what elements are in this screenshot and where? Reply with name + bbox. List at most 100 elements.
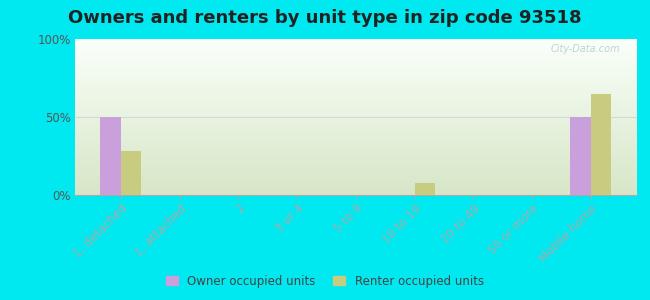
Bar xyxy=(415,182,436,195)
Bar xyxy=(75,81,637,82)
Bar xyxy=(75,53,637,54)
Bar xyxy=(75,182,637,183)
Bar xyxy=(75,62,637,63)
Bar xyxy=(75,174,637,175)
Bar xyxy=(75,137,637,138)
Bar xyxy=(75,188,637,189)
Bar xyxy=(75,183,637,184)
Bar xyxy=(75,138,637,139)
Bar xyxy=(570,117,591,195)
Bar xyxy=(75,149,637,150)
Bar xyxy=(75,122,637,123)
Bar xyxy=(591,94,612,195)
Bar xyxy=(75,143,637,144)
Bar xyxy=(75,139,637,140)
Bar xyxy=(75,86,637,87)
Bar xyxy=(75,87,637,88)
Bar xyxy=(75,148,637,149)
Bar xyxy=(75,184,637,185)
Bar xyxy=(75,142,637,143)
Bar xyxy=(75,140,637,141)
Bar xyxy=(75,113,637,114)
Bar xyxy=(75,117,637,118)
Bar xyxy=(75,72,637,73)
Bar xyxy=(75,135,637,136)
Bar xyxy=(75,89,637,90)
Bar xyxy=(75,156,637,157)
Bar xyxy=(75,146,637,147)
Bar xyxy=(75,190,637,191)
Bar xyxy=(75,70,637,71)
Bar xyxy=(75,193,637,194)
Bar xyxy=(75,41,637,42)
Bar xyxy=(75,44,637,45)
Bar xyxy=(75,68,637,69)
Bar xyxy=(75,40,637,41)
Bar xyxy=(75,179,637,180)
Bar xyxy=(75,125,637,126)
Bar xyxy=(75,95,637,96)
Bar xyxy=(75,159,637,160)
Bar xyxy=(75,164,637,165)
Bar xyxy=(75,47,637,48)
Bar xyxy=(75,166,637,167)
Text: City-Data.com: City-Data.com xyxy=(551,44,620,54)
Bar xyxy=(75,128,637,129)
Bar xyxy=(75,57,637,58)
Bar xyxy=(75,136,637,137)
Bar xyxy=(75,98,637,99)
Bar xyxy=(75,55,637,56)
Bar xyxy=(75,175,637,176)
Bar xyxy=(75,105,637,106)
Bar xyxy=(75,187,637,188)
Bar xyxy=(75,129,637,130)
Bar xyxy=(75,58,637,59)
Bar xyxy=(75,61,637,62)
Bar xyxy=(75,61,637,62)
Bar xyxy=(75,120,637,121)
Bar xyxy=(75,67,637,68)
Bar xyxy=(75,169,637,170)
Bar xyxy=(75,42,637,43)
Bar xyxy=(75,39,637,40)
Bar xyxy=(75,91,637,92)
Bar xyxy=(75,40,637,41)
Bar xyxy=(75,79,637,80)
Bar xyxy=(75,192,637,193)
Bar xyxy=(75,154,637,155)
Bar xyxy=(75,157,637,158)
Bar xyxy=(75,106,637,107)
Bar xyxy=(75,152,637,153)
Bar xyxy=(75,92,637,93)
Bar xyxy=(75,69,637,70)
Bar xyxy=(75,48,637,49)
Bar xyxy=(75,170,637,171)
Bar xyxy=(75,100,637,101)
Bar xyxy=(75,90,637,91)
Bar xyxy=(75,59,637,60)
Bar xyxy=(75,54,637,55)
Bar xyxy=(100,117,121,195)
Bar xyxy=(75,114,637,115)
Bar xyxy=(75,173,637,174)
Legend: Owner occupied units, Renter occupied units: Owner occupied units, Renter occupied un… xyxy=(162,271,488,291)
Bar xyxy=(75,178,637,179)
Bar xyxy=(75,78,637,79)
Bar xyxy=(75,80,637,81)
Bar xyxy=(75,153,637,154)
Bar xyxy=(75,75,637,76)
Bar xyxy=(75,124,637,125)
Bar xyxy=(75,97,637,98)
Bar xyxy=(75,176,637,177)
Bar xyxy=(75,107,637,108)
Bar xyxy=(75,115,637,116)
Bar xyxy=(75,119,637,120)
Bar xyxy=(75,63,637,64)
Bar xyxy=(75,65,637,66)
Bar xyxy=(75,144,637,145)
Bar xyxy=(75,85,637,86)
Bar xyxy=(75,49,637,50)
Bar xyxy=(75,189,637,190)
Bar xyxy=(75,145,637,146)
Bar xyxy=(75,180,637,181)
